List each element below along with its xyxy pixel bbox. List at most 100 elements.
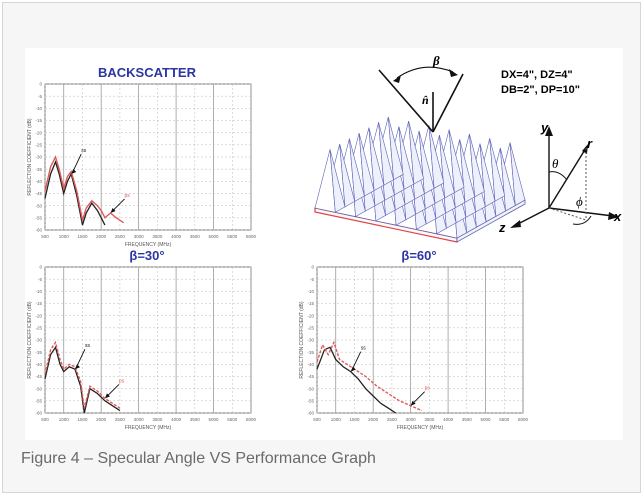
theta-arc — [548, 171, 568, 181]
x-tick-label: 6000 — [518, 417, 529, 422]
x-tick-label: 5000 — [481, 417, 492, 422]
x-tick-label: 6000 — [246, 234, 257, 239]
pyramid-face — [349, 138, 365, 202]
r-vector — [548, 147, 587, 209]
theta-label: θ — [552, 156, 559, 171]
y-tick-label: -5 — [38, 277, 42, 282]
x-tick-label: 4000 — [171, 417, 182, 422]
x-tick-label: 3000 — [134, 417, 145, 422]
y-tick-label: -60 — [35, 228, 42, 233]
plot-area — [44, 83, 252, 231]
y-tick-label: -50 — [35, 203, 42, 208]
y-tick-label: -5 — [38, 94, 42, 99]
series-line-ps — [44, 340, 121, 409]
beta-arc-arrow-right — [449, 69, 458, 77]
y-tick-label: -10 — [35, 106, 42, 111]
annotation-label-ss: ss — [361, 346, 367, 352]
axis-z-arrow — [510, 220, 521, 228]
y-tick-label: -25 — [35, 325, 42, 330]
pyramid-face — [509, 142, 526, 206]
phi-label: ϕ — [576, 194, 583, 209]
beta-arc-arrow-left — [393, 75, 401, 83]
incident-ray-right — [432, 73, 464, 133]
pyramid-face — [408, 121, 424, 185]
incident-ray-left — [378, 69, 434, 133]
axis-y-arrow — [545, 126, 553, 136]
annotation-label-ss: ss — [81, 148, 87, 154]
plot-area — [44, 266, 252, 414]
x-tick-label: 2000 — [96, 417, 107, 422]
x-tick-label: 1000 — [59, 234, 70, 239]
x-tick-label: 1500 — [77, 234, 88, 239]
dimensions-line-2: DB=2", DP=10" — [501, 84, 580, 96]
x-axis-label: FREQUENCY (MHz) — [125, 425, 172, 431]
x-tick-label: 4500 — [462, 417, 473, 422]
x-tick-label: 2500 — [387, 417, 398, 422]
pyramid-face — [339, 143, 356, 208]
dimensions-line-1: DX=4", DZ=4" — [501, 69, 573, 81]
chart-0: 500 1000 1500 2000 2500 3000 3500 4000 4500 5000 5… — [27, 82, 257, 248]
chart-2: 500 1000 1500 2000 2500 3000 3500 4000 4500 5000 5… — [299, 265, 529, 431]
r-label: r — [587, 136, 593, 151]
chart-1: 500 1000 1500 2000 2500 3000 3500 4000 4500 5000 5… — [27, 265, 257, 431]
x-tick-label: 4000 — [171, 234, 182, 239]
x-tick-label: 3000 — [406, 417, 417, 422]
annotation-arrowhead-ss — [71, 169, 77, 175]
y-tick-label: -10 — [307, 289, 314, 294]
annotation-arrowhead-ps — [104, 393, 110, 399]
y-tick-label: -25 — [307, 325, 314, 330]
y-tick-label: -35 — [35, 167, 42, 172]
figure-svg: BACKSCATTER β=30° β=60° 500 1000 1500 2000 2… — [27, 53, 622, 431]
y-tick-label: -40 — [307, 362, 314, 367]
y-tick-label: 0 — [39, 265, 42, 270]
x-tick-label: 4000 — [443, 417, 454, 422]
annotation-arrowhead-ss — [350, 366, 356, 372]
annotation-arrowhead-ps — [110, 207, 116, 213]
series-line-ss — [44, 345, 121, 414]
y-tick-label: -50 — [307, 386, 314, 391]
y-tick-label: -55 — [307, 398, 314, 403]
pyramid-face — [479, 143, 496, 208]
x-tick-label: 3500 — [152, 417, 163, 422]
y-tick-label: -40 — [35, 362, 42, 367]
pyramid-face — [459, 139, 476, 203]
pyramid-face — [388, 116, 404, 181]
x-axis-label: FREQUENCY (MHz) — [125, 242, 172, 248]
y-tick-label: -25 — [35, 142, 42, 147]
y-tick-label: -35 — [307, 350, 314, 355]
pyramid-face — [378, 122, 394, 186]
y-tick-label: -15 — [35, 301, 42, 306]
series-line-ps — [44, 155, 125, 224]
x-axis-label: FREQUENCY (MHz) — [397, 425, 444, 431]
beta-arc — [396, 66, 454, 79]
pyramid-face — [398, 126, 415, 190]
x-tick-label: 4500 — [190, 417, 201, 422]
figure-image-area: BACKSCATTER β=30° β=60° 500 1000 1500 2000 2… — [25, 48, 623, 440]
pyramid-face — [469, 133, 485, 198]
pyramid-face — [448, 129, 465, 194]
x-tick-label: 2500 — [115, 234, 126, 239]
series-line-ss — [44, 159, 106, 226]
x-tick-label: 5000 — [209, 417, 220, 422]
y-tick-label: 0 — [311, 265, 314, 270]
x-tick-label: 5500 — [227, 234, 238, 239]
plot-area — [316, 266, 524, 414]
phi-arc — [572, 215, 592, 225]
pyramid-face — [500, 147, 516, 212]
pyramid-face — [358, 133, 375, 197]
x-tick-label: 500 — [41, 234, 49, 239]
y-tick-label: -50 — [35, 386, 42, 391]
x-tick-label: 2000 — [368, 417, 379, 422]
absorber-diagram: β n̂ DX=4", DZ=4" DB=2", DP=10" y x z r — [314, 53, 622, 243]
r-vector-arrow — [582, 144, 588, 154]
y-tick-label: 0 — [39, 82, 42, 87]
y-axis-label: REFLECTION COEFFICIENT (dB) — [27, 301, 33, 378]
y-tick-label: -35 — [35, 350, 42, 355]
x-tick-label: 500 — [313, 417, 321, 422]
y-tick-label: -55 — [35, 215, 42, 220]
chart-title-backscatter: BACKSCATTER — [98, 65, 197, 80]
r-projection-ground — [548, 207, 587, 221]
y-tick-label: -55 — [35, 398, 42, 403]
x-tick-label: 3500 — [152, 234, 163, 239]
y-tick-label: -30 — [35, 155, 42, 160]
